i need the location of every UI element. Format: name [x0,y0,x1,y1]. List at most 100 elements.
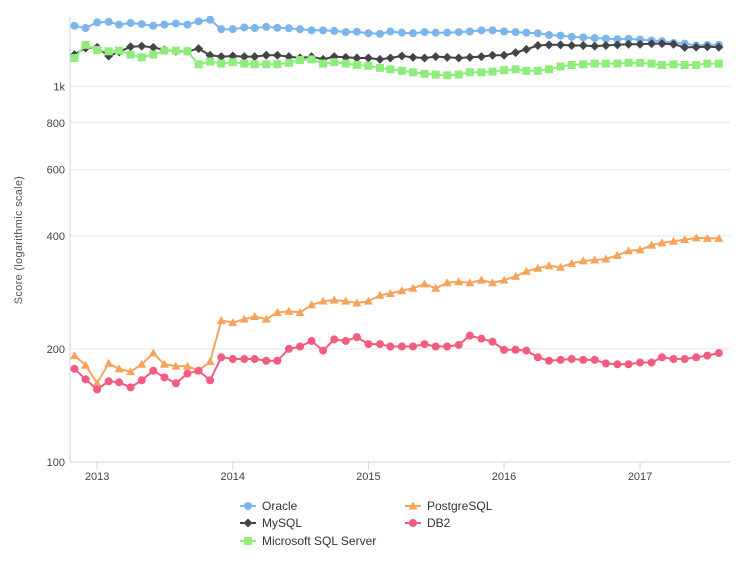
data-point [375,63,384,72]
data-point [544,261,554,270]
data-point [714,233,724,242]
data-point [714,59,723,68]
data-point [533,40,543,50]
data-point [680,355,689,364]
data-point [375,340,384,349]
data-point [613,35,622,44]
legend-item-db2[interactable]: DB2 [405,516,451,530]
data-point [624,58,633,67]
data-point [431,70,440,79]
data-point [657,39,667,49]
data-point [386,27,395,36]
data-point [499,275,509,284]
data-point [636,58,645,67]
data-point [590,355,599,364]
data-point [104,17,113,26]
series-line-oracle [74,18,719,47]
data-point [183,47,192,56]
series-line-db2 [73,334,720,391]
data-point [194,44,204,54]
data-point [431,28,440,37]
data-point [272,308,282,317]
data-point [409,68,418,77]
data-point [420,279,430,288]
legend-item-postgresql[interactable]: PostgreSQL [405,499,493,513]
data-point [261,50,271,60]
legend-item-microsoft-sql-server[interactable]: Microsoft SQL Server [240,534,376,548]
series-line-postgresql [73,236,719,386]
data-point [647,240,657,249]
data-point [556,62,565,71]
data-point [556,40,566,50]
data-point [579,60,588,69]
data-point [375,290,385,299]
data-point [522,28,531,37]
legend-symbol [243,518,253,528]
data-point [477,26,486,35]
data-point [307,55,316,64]
legend-item-mysql[interactable]: MySQL [240,516,302,530]
data-point [250,24,259,33]
data-point [149,366,158,375]
data-point [522,66,531,75]
data-point [296,342,305,351]
data-point [363,53,373,63]
data-point [171,379,180,388]
data-point [397,66,406,75]
data-point [159,359,169,368]
data-point [443,28,452,37]
data-point [239,314,249,323]
data-point [284,306,294,315]
data-point [692,60,701,69]
data-point [70,53,79,62]
data-point [70,364,79,373]
data-point [318,296,328,305]
data-point [307,336,316,345]
data-point [397,28,406,37]
data-point [647,39,657,49]
data-point [454,53,464,63]
data-point [624,360,633,369]
y-tick-label: 600 [47,165,65,177]
data-point [465,27,474,36]
series-lines [69,15,724,394]
data-point [137,20,146,29]
data-point [533,29,542,38]
data-point [702,42,712,52]
data-point [669,39,679,49]
data-point [511,48,521,58]
data-point [703,351,712,360]
data-point [341,28,350,37]
data-point [499,50,509,60]
data-point [635,39,645,49]
data-point [431,342,440,351]
data-point [511,271,521,280]
data-point [148,42,158,52]
data-point [624,34,633,43]
data-point [194,366,203,375]
data-point [386,65,395,74]
data-point [657,238,667,247]
legend-item-oracle[interactable]: Oracle [240,499,298,513]
data-point [636,358,645,367]
data-point [420,340,429,349]
data-point [148,348,158,357]
data-point [545,65,554,74]
data-point [228,58,237,67]
data-point [488,67,497,76]
data-point [104,47,113,56]
data-point [692,353,701,362]
data-point [488,278,498,287]
data-point [465,278,475,287]
data-point [217,59,226,68]
data-point [397,286,407,295]
data-point [93,18,102,27]
data-point [296,25,305,34]
data-point [341,296,351,305]
y-axis: Score (logarithmic scale) 100 200 400 600 80… [13,17,71,469]
data-point [206,376,215,385]
data-point [578,40,588,50]
data-point [217,353,226,362]
data-point [636,35,645,44]
data-point [420,53,430,63]
